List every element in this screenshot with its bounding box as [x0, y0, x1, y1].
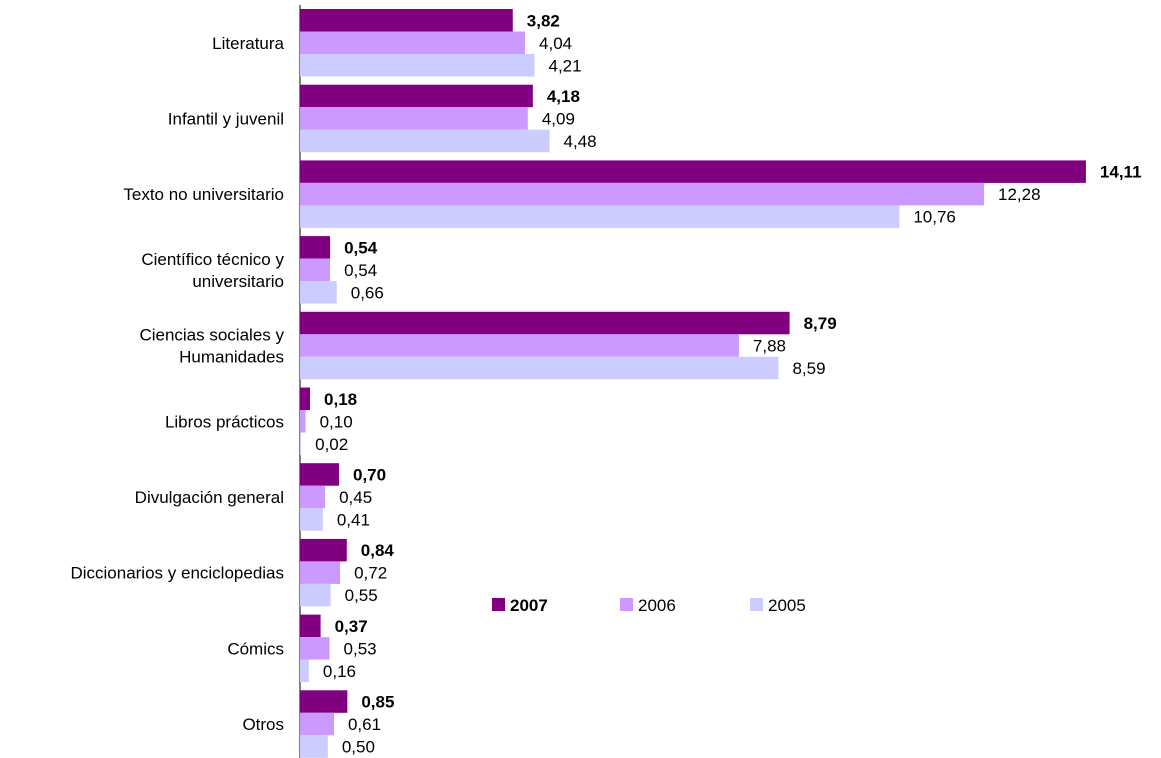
bar-2005 — [300, 54, 535, 77]
data-label-2005: 0,41 — [337, 510, 370, 529]
legend-label-2005: 2005 — [768, 596, 806, 615]
bar-2006 — [300, 410, 306, 433]
legend-label-2007: 2007 — [510, 596, 548, 615]
data-label-2005: 8,59 — [792, 359, 825, 378]
bar-2006 — [300, 107, 528, 130]
data-label-2005: 0,02 — [315, 435, 348, 454]
bar-2007 — [300, 690, 348, 713]
data-label-2007: 0,84 — [361, 541, 395, 560]
bar-2005 — [300, 129, 550, 153]
bar-2006 — [300, 485, 326, 509]
category-label: Otros — [242, 715, 284, 734]
data-label-2005: 0,16 — [323, 662, 356, 681]
data-label-2006: 0,45 — [339, 488, 372, 507]
category-label: Libros prácticos — [165, 412, 284, 431]
bar-2005 — [300, 659, 309, 683]
data-label-2007: 3,82 — [527, 11, 560, 30]
bar-2007 — [300, 463, 339, 486]
data-label-2007: 14,11 — [1100, 163, 1142, 182]
data-label-2007: 0,54 — [344, 238, 378, 257]
bar-2006 — [300, 712, 334, 736]
data-label-2005: 0,55 — [345, 586, 378, 605]
category-label: Divulgación general — [135, 488, 284, 507]
bar-2007 — [300, 236, 331, 259]
data-label-2005: 4,48 — [564, 132, 597, 151]
bar-2007 — [300, 311, 790, 335]
data-label-2005: 0,50 — [342, 738, 375, 757]
bar-2007 — [300, 9, 513, 32]
data-label-2007: 0,85 — [361, 693, 394, 712]
data-label-2005: 4,21 — [548, 56, 581, 75]
category-label: Literatura — [212, 34, 284, 53]
bar-2005 — [300, 281, 337, 304]
data-label-2005: 10,76 — [913, 208, 956, 227]
bar-2007 — [300, 614, 321, 638]
data-label-2006: 0,54 — [344, 261, 377, 280]
data-label-2006: 7,88 — [753, 337, 786, 356]
legend-swatch-2005 — [750, 598, 763, 611]
bar-2007 — [300, 538, 347, 562]
bar-2005 — [300, 205, 900, 228]
data-label-2007: 8,79 — [804, 314, 837, 333]
data-label-2007: 0,18 — [324, 390, 357, 409]
bar-2005 — [300, 508, 323, 531]
data-label-2006: 0,53 — [344, 639, 377, 658]
data-label-2006: 0,72 — [354, 564, 387, 583]
category-label: Ciencias sociales y — [139, 326, 284, 345]
data-label-2006: 0,61 — [348, 715, 381, 734]
bar-2006 — [300, 334, 739, 357]
bar-2007 — [300, 160, 1086, 183]
data-label-2006: 4,04 — [539, 34, 572, 53]
category-label: universitario — [192, 272, 284, 291]
bar-2006 — [300, 561, 341, 584]
data-label-2005: 0,66 — [351, 283, 384, 302]
data-label-2006: 4,09 — [542, 109, 575, 128]
bar-2005 — [300, 356, 779, 380]
bar-2006 — [300, 31, 526, 54]
data-label-2007: 4,18 — [547, 87, 580, 106]
bar-2005 — [300, 735, 328, 758]
bar-2007 — [300, 84, 533, 108]
data-label-2006: 0,10 — [320, 412, 353, 431]
data-label-2007: 0,70 — [353, 465, 386, 484]
bar-2006 — [300, 258, 331, 282]
data-label-2006: 12,28 — [998, 185, 1041, 204]
bar-2005 — [300, 583, 331, 607]
bar-2007 — [300, 387, 311, 410]
legend-swatch-2006 — [620, 598, 633, 611]
category-label: Infantil y juvenil — [168, 109, 284, 128]
category-label: Cómics — [227, 639, 284, 658]
bar-2006 — [300, 637, 330, 660]
category-label: Diccionarios y enciclopedias — [70, 564, 284, 583]
bar-2006 — [300, 182, 984, 206]
data-label-2007: 0,37 — [335, 617, 368, 636]
category-label: Humanidades — [179, 348, 284, 367]
bar-2005 — [300, 432, 302, 455]
legend-swatch-2007 — [492, 598, 505, 611]
legend-label-2006: 2006 — [638, 596, 676, 615]
category-label: Científico técnico y — [141, 250, 284, 269]
category-label: Texto no universitario — [123, 185, 284, 204]
